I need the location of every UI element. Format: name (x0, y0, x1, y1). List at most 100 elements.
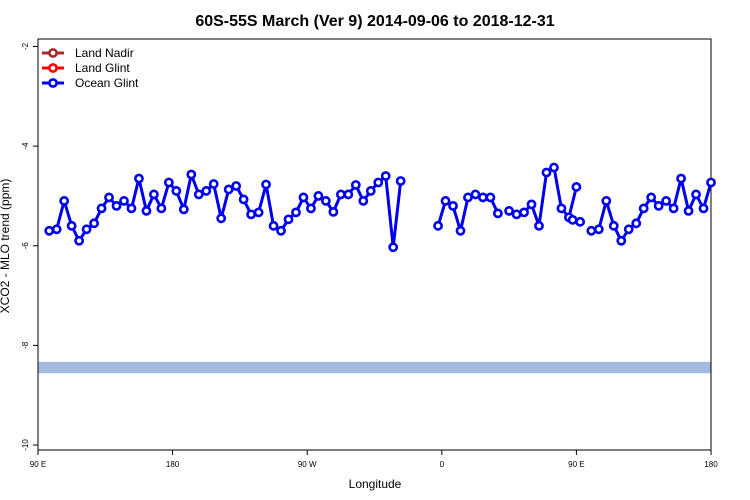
data-point (698, 203, 709, 214)
y-tick-label: -8 (21, 341, 30, 349)
data-point (335, 189, 346, 200)
data-point (111, 200, 122, 211)
data-point (246, 209, 257, 220)
data-point (526, 199, 537, 210)
x-tick-label: 90 E (568, 460, 584, 469)
data-point (492, 208, 503, 219)
data-point (586, 225, 597, 236)
data-point (455, 225, 466, 236)
x-tick-label: 180 (166, 460, 180, 469)
data-point (388, 242, 399, 253)
data-point (485, 192, 496, 203)
data-point (276, 225, 286, 236)
x-tick-label: 90 E (30, 460, 46, 469)
data-point (541, 167, 552, 178)
data-point (683, 205, 694, 216)
data-point (96, 203, 107, 214)
data-point (81, 224, 92, 235)
data-point (549, 162, 559, 173)
data-point (571, 182, 582, 192)
data-point (463, 192, 473, 203)
data-point (616, 235, 627, 246)
data-point (283, 214, 294, 225)
data-point (119, 196, 129, 206)
data-point (395, 176, 406, 186)
data-point (601, 196, 612, 206)
x-tick-label: 180 (704, 460, 718, 469)
data-point (593, 224, 604, 235)
data-point (89, 218, 99, 229)
data-point (313, 191, 324, 201)
data-point (519, 207, 529, 218)
data-point (511, 209, 522, 220)
data-point (653, 200, 664, 211)
data-point (59, 196, 70, 206)
y-axis-label: XCO2 - MLO trend (ppm) (0, 179, 12, 314)
data-point (298, 192, 309, 203)
x-tick-label: 90 W (298, 460, 317, 469)
data-point (51, 224, 62, 235)
data-point (691, 189, 701, 200)
data-point (567, 214, 578, 225)
y-tick-label: -10 (21, 439, 30, 451)
data-point (320, 196, 331, 206)
data-point (231, 181, 242, 191)
data-point (149, 189, 159, 200)
data-point (126, 203, 137, 214)
data-point (134, 173, 144, 184)
reference-band (38, 361, 711, 374)
data-point (706, 177, 716, 188)
legend-label: Land Glint (75, 61, 130, 75)
data-point (328, 206, 339, 217)
data-point (201, 186, 212, 196)
data-point (575, 216, 586, 227)
legend-marker (48, 48, 58, 58)
legend-marker (48, 78, 58, 88)
data-point (478, 192, 488, 203)
data-point (156, 203, 167, 214)
data-point (358, 196, 369, 206)
data-point (208, 179, 219, 189)
data-point (268, 220, 279, 231)
legend-marker (48, 63, 58, 73)
data-point (504, 205, 514, 216)
data-point (433, 220, 443, 231)
data-point (178, 204, 189, 215)
data-point (448, 200, 458, 211)
data-point (186, 169, 197, 180)
legend-label: Ocean Glint (75, 76, 139, 90)
data-point (171, 186, 182, 196)
data-point (306, 203, 316, 214)
data-point (141, 205, 152, 216)
legend-label: Land Nadir (75, 46, 134, 60)
data-point (646, 192, 657, 203)
data-point (638, 203, 649, 214)
data-point (238, 194, 249, 205)
plot-frame (37, 38, 712, 451)
data-point (193, 189, 204, 200)
data-point (350, 180, 361, 190)
x-tick-label: 0 (440, 460, 445, 469)
x-axis-label: Longitude (349, 477, 402, 491)
chart-title: 60S-55S March (Ver 9) 2014-09-06 to 2018… (195, 13, 554, 30)
data-point (104, 192, 114, 203)
data-point (261, 179, 271, 190)
data-point (608, 220, 619, 231)
data-point (556, 203, 567, 214)
data-point (365, 186, 376, 196)
data-point (66, 220, 77, 231)
data-point (380, 171, 391, 181)
data-point (661, 196, 672, 206)
data-point (668, 203, 679, 214)
y-tick-label: -2 (21, 42, 30, 50)
data-point (676, 173, 686, 184)
data-point (163, 177, 174, 188)
data-point (343, 189, 354, 200)
y-tick-label: -4 (21, 142, 30, 150)
data-point (470, 189, 481, 200)
data-point (253, 207, 264, 218)
data-point (631, 218, 642, 229)
y-tick-label: -6 (21, 242, 30, 250)
